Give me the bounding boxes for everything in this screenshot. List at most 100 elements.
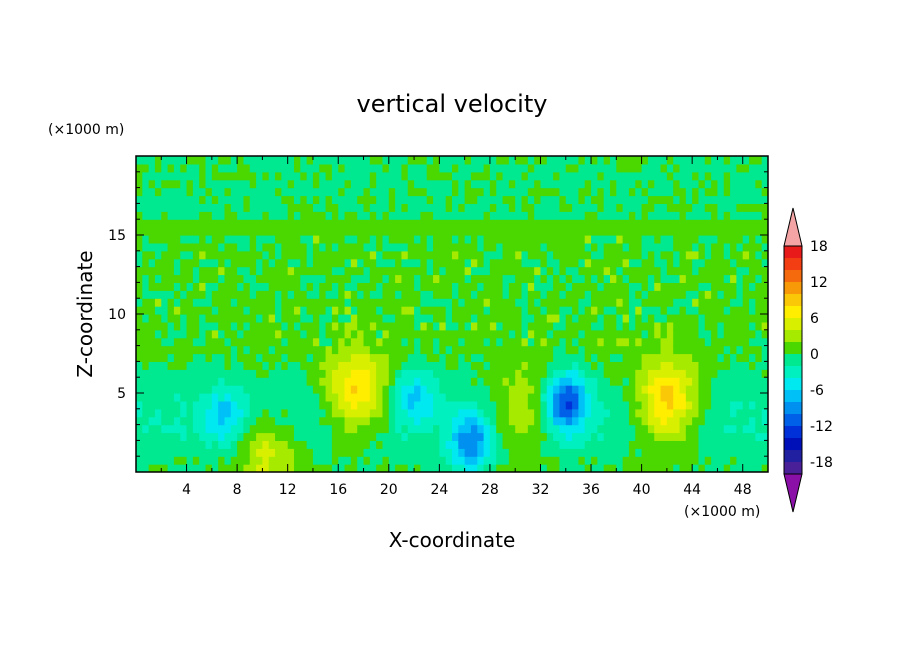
heatmap-cell	[654, 377, 662, 386]
heatmap-cell	[262, 235, 270, 244]
heatmap-cell	[610, 448, 617, 457]
heatmap-cell	[142, 156, 150, 165]
heatmap-cell	[407, 179, 415, 189]
heatmap-cell	[635, 203, 643, 212]
heatmap-cell	[300, 250, 308, 260]
heatmap-cell	[192, 274, 200, 283]
heatmap-cell	[730, 290, 737, 299]
heatmap-cell	[534, 179, 542, 189]
heatmap-cell	[256, 227, 263, 236]
heatmap-cell	[401, 440, 409, 449]
heatmap-cell	[584, 266, 592, 276]
heatmap-cell	[275, 203, 282, 212]
heatmap-cell	[312, 227, 320, 236]
heatmap-cell	[294, 416, 301, 426]
heatmap-cell	[622, 314, 630, 323]
heatmap-cell	[199, 298, 207, 307]
heatmap-cell	[338, 187, 346, 197]
heatmap-cell	[256, 369, 263, 378]
heatmap-cell	[136, 377, 143, 386]
colorbar-swatch	[784, 426, 802, 439]
heatmap-cell	[534, 266, 542, 276]
heatmap-cell	[433, 424, 440, 434]
heatmap-cell	[376, 361, 384, 370]
heatmap-cell	[325, 306, 333, 315]
heatmap-cell	[224, 242, 232, 252]
heatmap-cell	[679, 337, 687, 347]
heatmap-cell	[192, 400, 200, 410]
heatmap-cell	[230, 400, 238, 410]
heatmap-cell	[508, 282, 516, 291]
heatmap-cell	[610, 258, 617, 268]
heatmap-cell	[534, 416, 542, 426]
heatmap-cell	[616, 242, 624, 252]
heatmap-cell	[761, 416, 768, 426]
heatmap-cell	[275, 314, 282, 323]
heatmap-cell	[224, 235, 232, 244]
heatmap-cell	[363, 219, 371, 228]
heatmap-cell	[578, 306, 586, 315]
heatmap-cell	[312, 258, 320, 268]
heatmap-cell	[401, 156, 409, 165]
heatmap-cell	[641, 187, 649, 197]
heatmap-cell	[641, 298, 649, 307]
heatmap-cell	[414, 298, 421, 307]
heatmap-cell	[262, 329, 270, 339]
heatmap-cell	[755, 219, 763, 228]
heatmap-cell	[591, 258, 598, 268]
heatmap-cell	[325, 314, 333, 323]
heatmap-cell	[477, 282, 485, 291]
heatmap-cell	[338, 179, 346, 189]
heatmap-cell	[452, 219, 459, 228]
heatmap-cell	[572, 235, 579, 244]
heatmap-cell	[439, 424, 447, 434]
heatmap-cell	[180, 416, 188, 426]
heatmap-cell	[426, 306, 434, 315]
heatmap-cell	[572, 242, 579, 252]
heatmap-cell	[338, 290, 346, 299]
heatmap-cell	[382, 345, 390, 355]
heatmap-cell	[205, 456, 213, 465]
heatmap-cell	[243, 424, 251, 434]
heatmap-cell	[136, 163, 143, 173]
heatmap-cell	[610, 227, 617, 236]
heatmap-cell	[142, 314, 150, 323]
heatmap-cell	[331, 171, 339, 181]
heatmap-cell	[281, 393, 289, 402]
heatmap-cell	[502, 464, 510, 472]
heatmap-cell	[704, 393, 712, 402]
heatmap-cell	[186, 353, 194, 362]
heatmap-cell	[717, 242, 725, 252]
heatmap-cell	[268, 408, 276, 418]
heatmap-cell	[287, 345, 295, 355]
heatmap-cell	[641, 282, 649, 291]
heatmap-cell	[711, 219, 719, 228]
heatmap-cell	[755, 456, 763, 465]
heatmap-cell	[407, 321, 415, 331]
heatmap-cell	[704, 242, 712, 252]
heatmap-cell	[603, 321, 611, 331]
heatmap-cell	[211, 235, 219, 244]
heatmap-cell	[597, 274, 605, 283]
heatmap-cell	[521, 464, 529, 472]
heatmap-cell	[445, 464, 453, 472]
heatmap-cell	[262, 345, 270, 355]
heatmap-cell	[559, 171, 567, 181]
heatmap-cell	[553, 400, 561, 410]
heatmap-cell	[218, 377, 226, 386]
heatmap-cell	[591, 393, 598, 402]
heatmap-cell	[192, 235, 200, 244]
heatmap-cell	[401, 416, 409, 426]
heatmap-cell	[559, 187, 567, 197]
heatmap-cell	[546, 219, 554, 228]
heatmap-cell	[723, 361, 731, 370]
heatmap-cell	[477, 337, 485, 347]
heatmap-cell	[711, 361, 719, 370]
heatmap-cell	[470, 321, 478, 331]
heatmap-cell	[306, 448, 314, 457]
heatmap-cell	[230, 314, 238, 323]
heatmap-cell	[761, 321, 768, 331]
heatmap-cell	[603, 329, 611, 339]
heatmap-cell	[559, 393, 567, 402]
heatmap-cell	[540, 385, 548, 394]
